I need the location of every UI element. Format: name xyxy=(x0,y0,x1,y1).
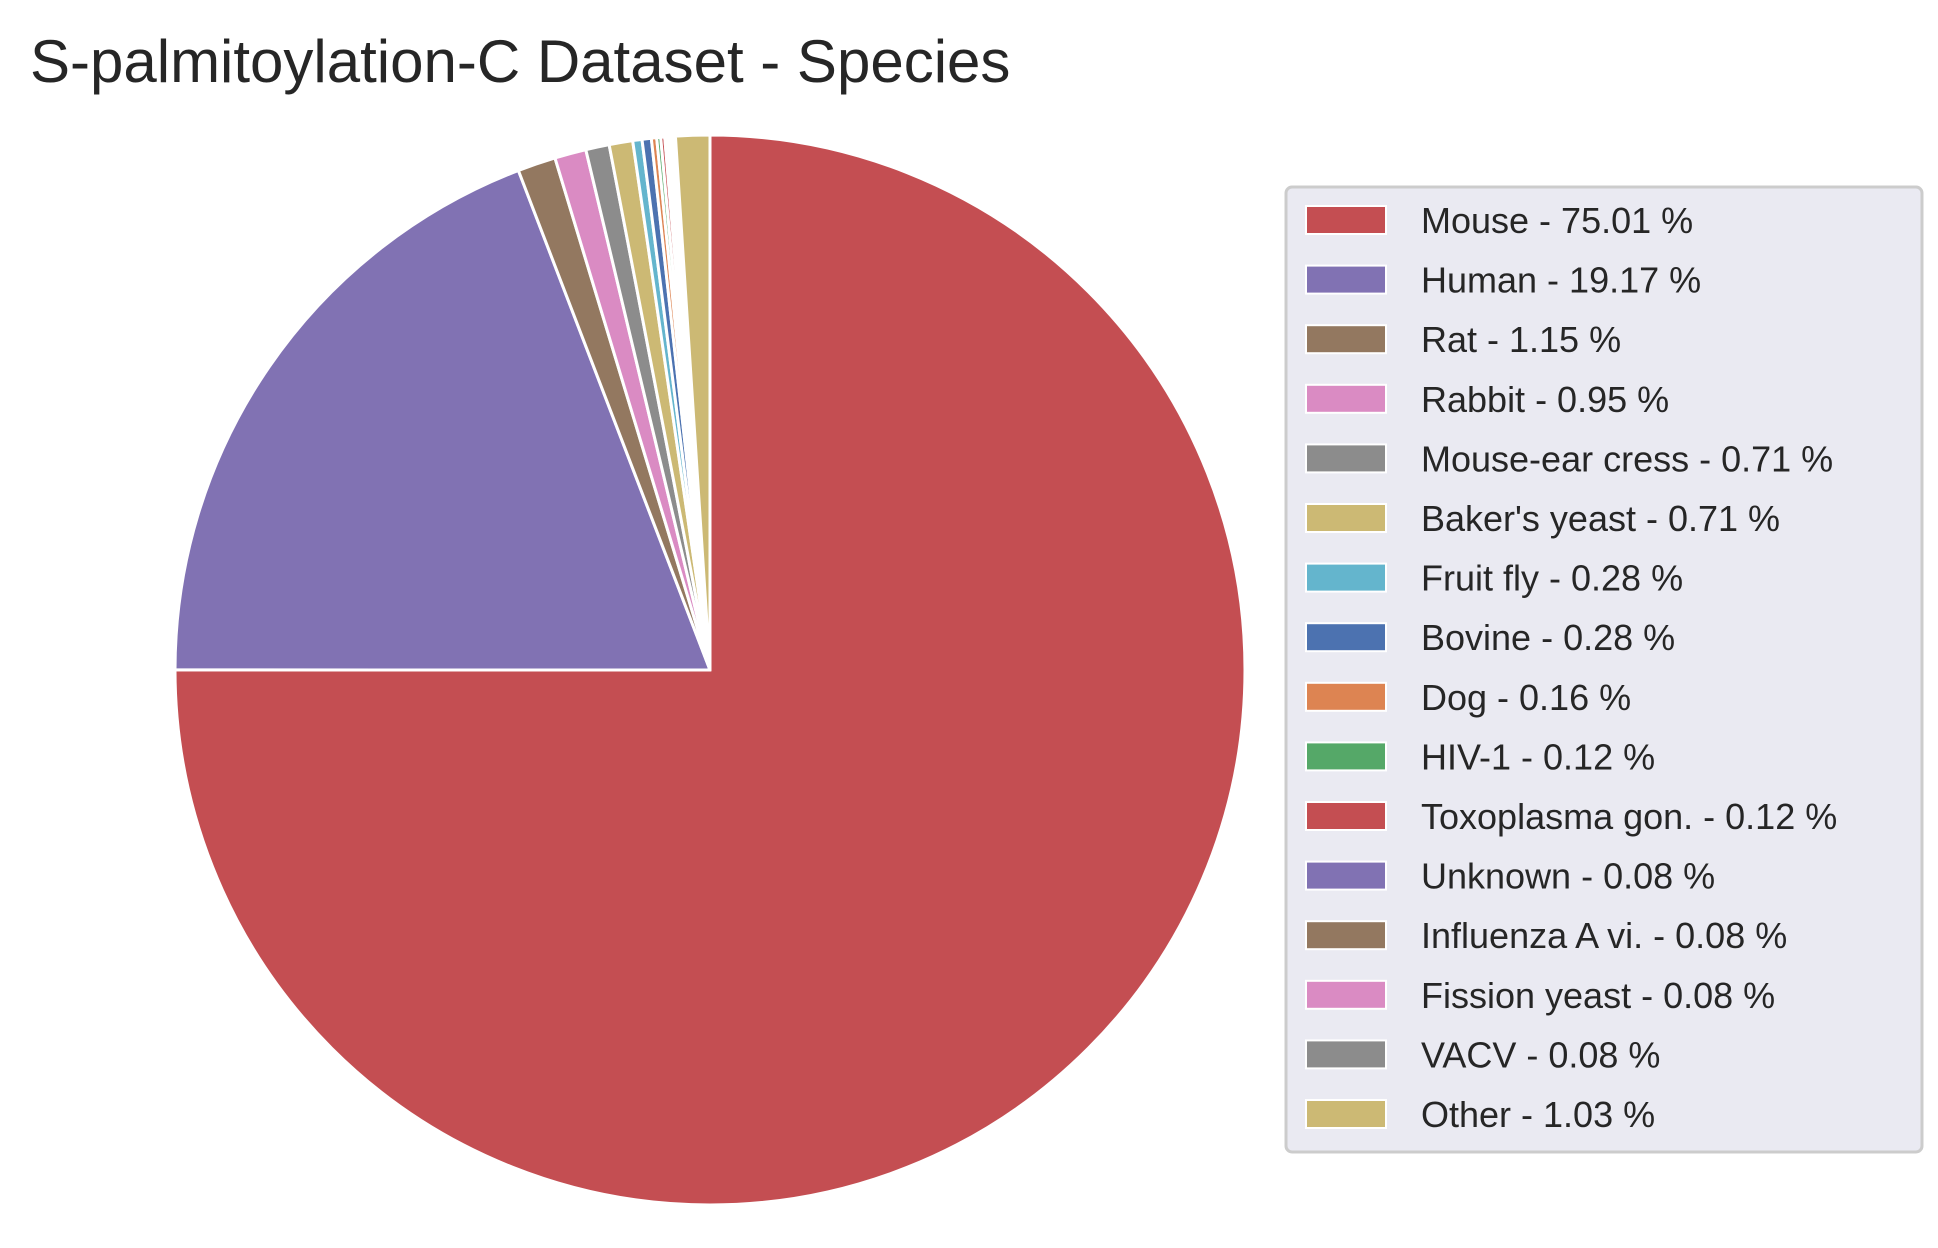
legend-swatch xyxy=(1305,920,1387,951)
legend-box xyxy=(1284,185,1924,1154)
legend-label: Human - 19.17 % xyxy=(1421,260,1701,301)
legend-label: Rabbit - 0.95 % xyxy=(1421,379,1669,420)
legend-swatch xyxy=(1305,205,1387,235)
chart-title: S-palmitoylation-C Dataset - Species xyxy=(30,28,1010,95)
legend-label: Fruit fly - 0.28 % xyxy=(1421,558,1683,599)
legend-swatch xyxy=(1305,622,1387,653)
legend-swatch xyxy=(1305,443,1387,474)
pie-slice-mouse xyxy=(173,133,1247,1207)
legend-label: Rat - 1.15 % xyxy=(1421,319,1621,360)
legend-label: Fission yeast - 0.08 % xyxy=(1421,975,1775,1016)
legend-swatch xyxy=(1305,1039,1387,1070)
legend-label: Unknown - 0.08 % xyxy=(1421,856,1715,897)
legend-swatch xyxy=(1305,860,1387,891)
legend-swatch xyxy=(1305,264,1387,295)
legend-swatch xyxy=(1305,979,1387,1010)
legend-swatch xyxy=(1305,801,1387,831)
legend-swatch xyxy=(1305,324,1387,355)
legend-swatch xyxy=(1305,383,1387,414)
pie-slice-human xyxy=(173,168,712,672)
legend-swatch xyxy=(1305,1099,1387,1129)
legend-label: Dog - 0.16 % xyxy=(1421,677,1631,718)
legend-label: Toxoplasma gon. - 0.12 % xyxy=(1421,796,1837,837)
legend-label: Bovine - 0.28 % xyxy=(1421,617,1675,658)
legend-label: VACV - 0.08 % xyxy=(1421,1034,1660,1075)
legend: Mouse - 75.01 % Human - 19.17 % Rat - 1.15… xyxy=(1284,185,1924,1154)
legend-swatch xyxy=(1305,741,1387,772)
legend-swatch xyxy=(1305,681,1387,712)
legend-label: Other - 1.03 % xyxy=(1421,1094,1655,1135)
legend-label: HIV-1 - 0.12 % xyxy=(1421,736,1655,777)
legend-label: Baker's yeast - 0.71 % xyxy=(1421,498,1780,539)
pie-slices xyxy=(173,133,1247,1207)
legend-swatch xyxy=(1305,562,1387,593)
legend-label: Mouse-ear cress - 0.71 % xyxy=(1421,438,1833,479)
legend-label: Mouse - 75.01 % xyxy=(1421,200,1693,241)
legend-swatch xyxy=(1305,503,1387,533)
pie-slice-other xyxy=(673,133,712,672)
legend-label: Influenza A vi. - 0.08 % xyxy=(1421,915,1787,956)
